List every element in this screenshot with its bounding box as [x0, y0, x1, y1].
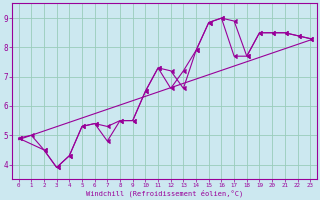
X-axis label: Windchill (Refroidissement éolien,°C): Windchill (Refroidissement éolien,°C) — [86, 189, 243, 197]
